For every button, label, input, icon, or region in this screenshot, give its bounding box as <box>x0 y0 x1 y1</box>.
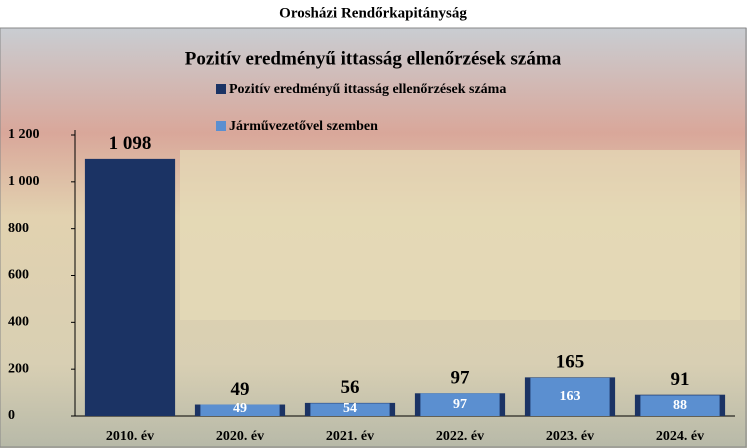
value-label: 88 <box>673 398 687 413</box>
x-tick-label: 2010. év <box>106 429 154 444</box>
chart-title: Pozitív eredményű ittasság ellenőrzések … <box>185 48 562 69</box>
legend-label: Járművezetővel szemben <box>229 119 378 134</box>
y-tick-label: 600 <box>8 268 29 283</box>
value-label: 97 <box>453 397 467 412</box>
x-tick-label: 2020. év <box>216 429 264 444</box>
bar <box>84 158 176 416</box>
y-tick-label: 400 <box>8 315 29 330</box>
y-tick-label: 1 200 <box>8 127 40 142</box>
bar <box>200 404 280 416</box>
x-tick-label: 2023. év <box>546 429 594 444</box>
bar <box>420 393 500 416</box>
legend-swatch <box>216 121 226 131</box>
y-tick-label: 200 <box>8 361 29 376</box>
chart-border <box>0 27 747 448</box>
bar <box>640 395 720 416</box>
x-tick-label: 2021. év <box>326 429 374 444</box>
building <box>180 150 740 320</box>
y-tick-label: 1 000 <box>8 174 40 189</box>
value-label: 54 <box>343 401 357 416</box>
value-label: 97 <box>451 368 471 389</box>
y-tick-label: 0 <box>8 408 15 423</box>
bar <box>310 403 390 416</box>
value-label: 91 <box>671 369 690 390</box>
value-label: 56 <box>341 377 360 398</box>
value-label: 1 098 <box>109 133 152 154</box>
value-label: 49 <box>233 401 247 416</box>
x-tick-label: 2022. év <box>436 429 484 444</box>
legend-swatch <box>216 84 226 94</box>
page-title: Orosházi Rendőrkapitányság <box>279 5 467 21</box>
value-label: 165 <box>556 352 585 373</box>
value-label: 49 <box>231 379 250 400</box>
x-tick-label: 2024. év <box>656 429 704 444</box>
y-tick-label: 800 <box>8 221 29 236</box>
bar <box>530 377 610 416</box>
value-label: 163 <box>560 389 581 404</box>
legend-label: Pozitív eredményű ittasság ellenőrzések … <box>229 82 506 97</box>
